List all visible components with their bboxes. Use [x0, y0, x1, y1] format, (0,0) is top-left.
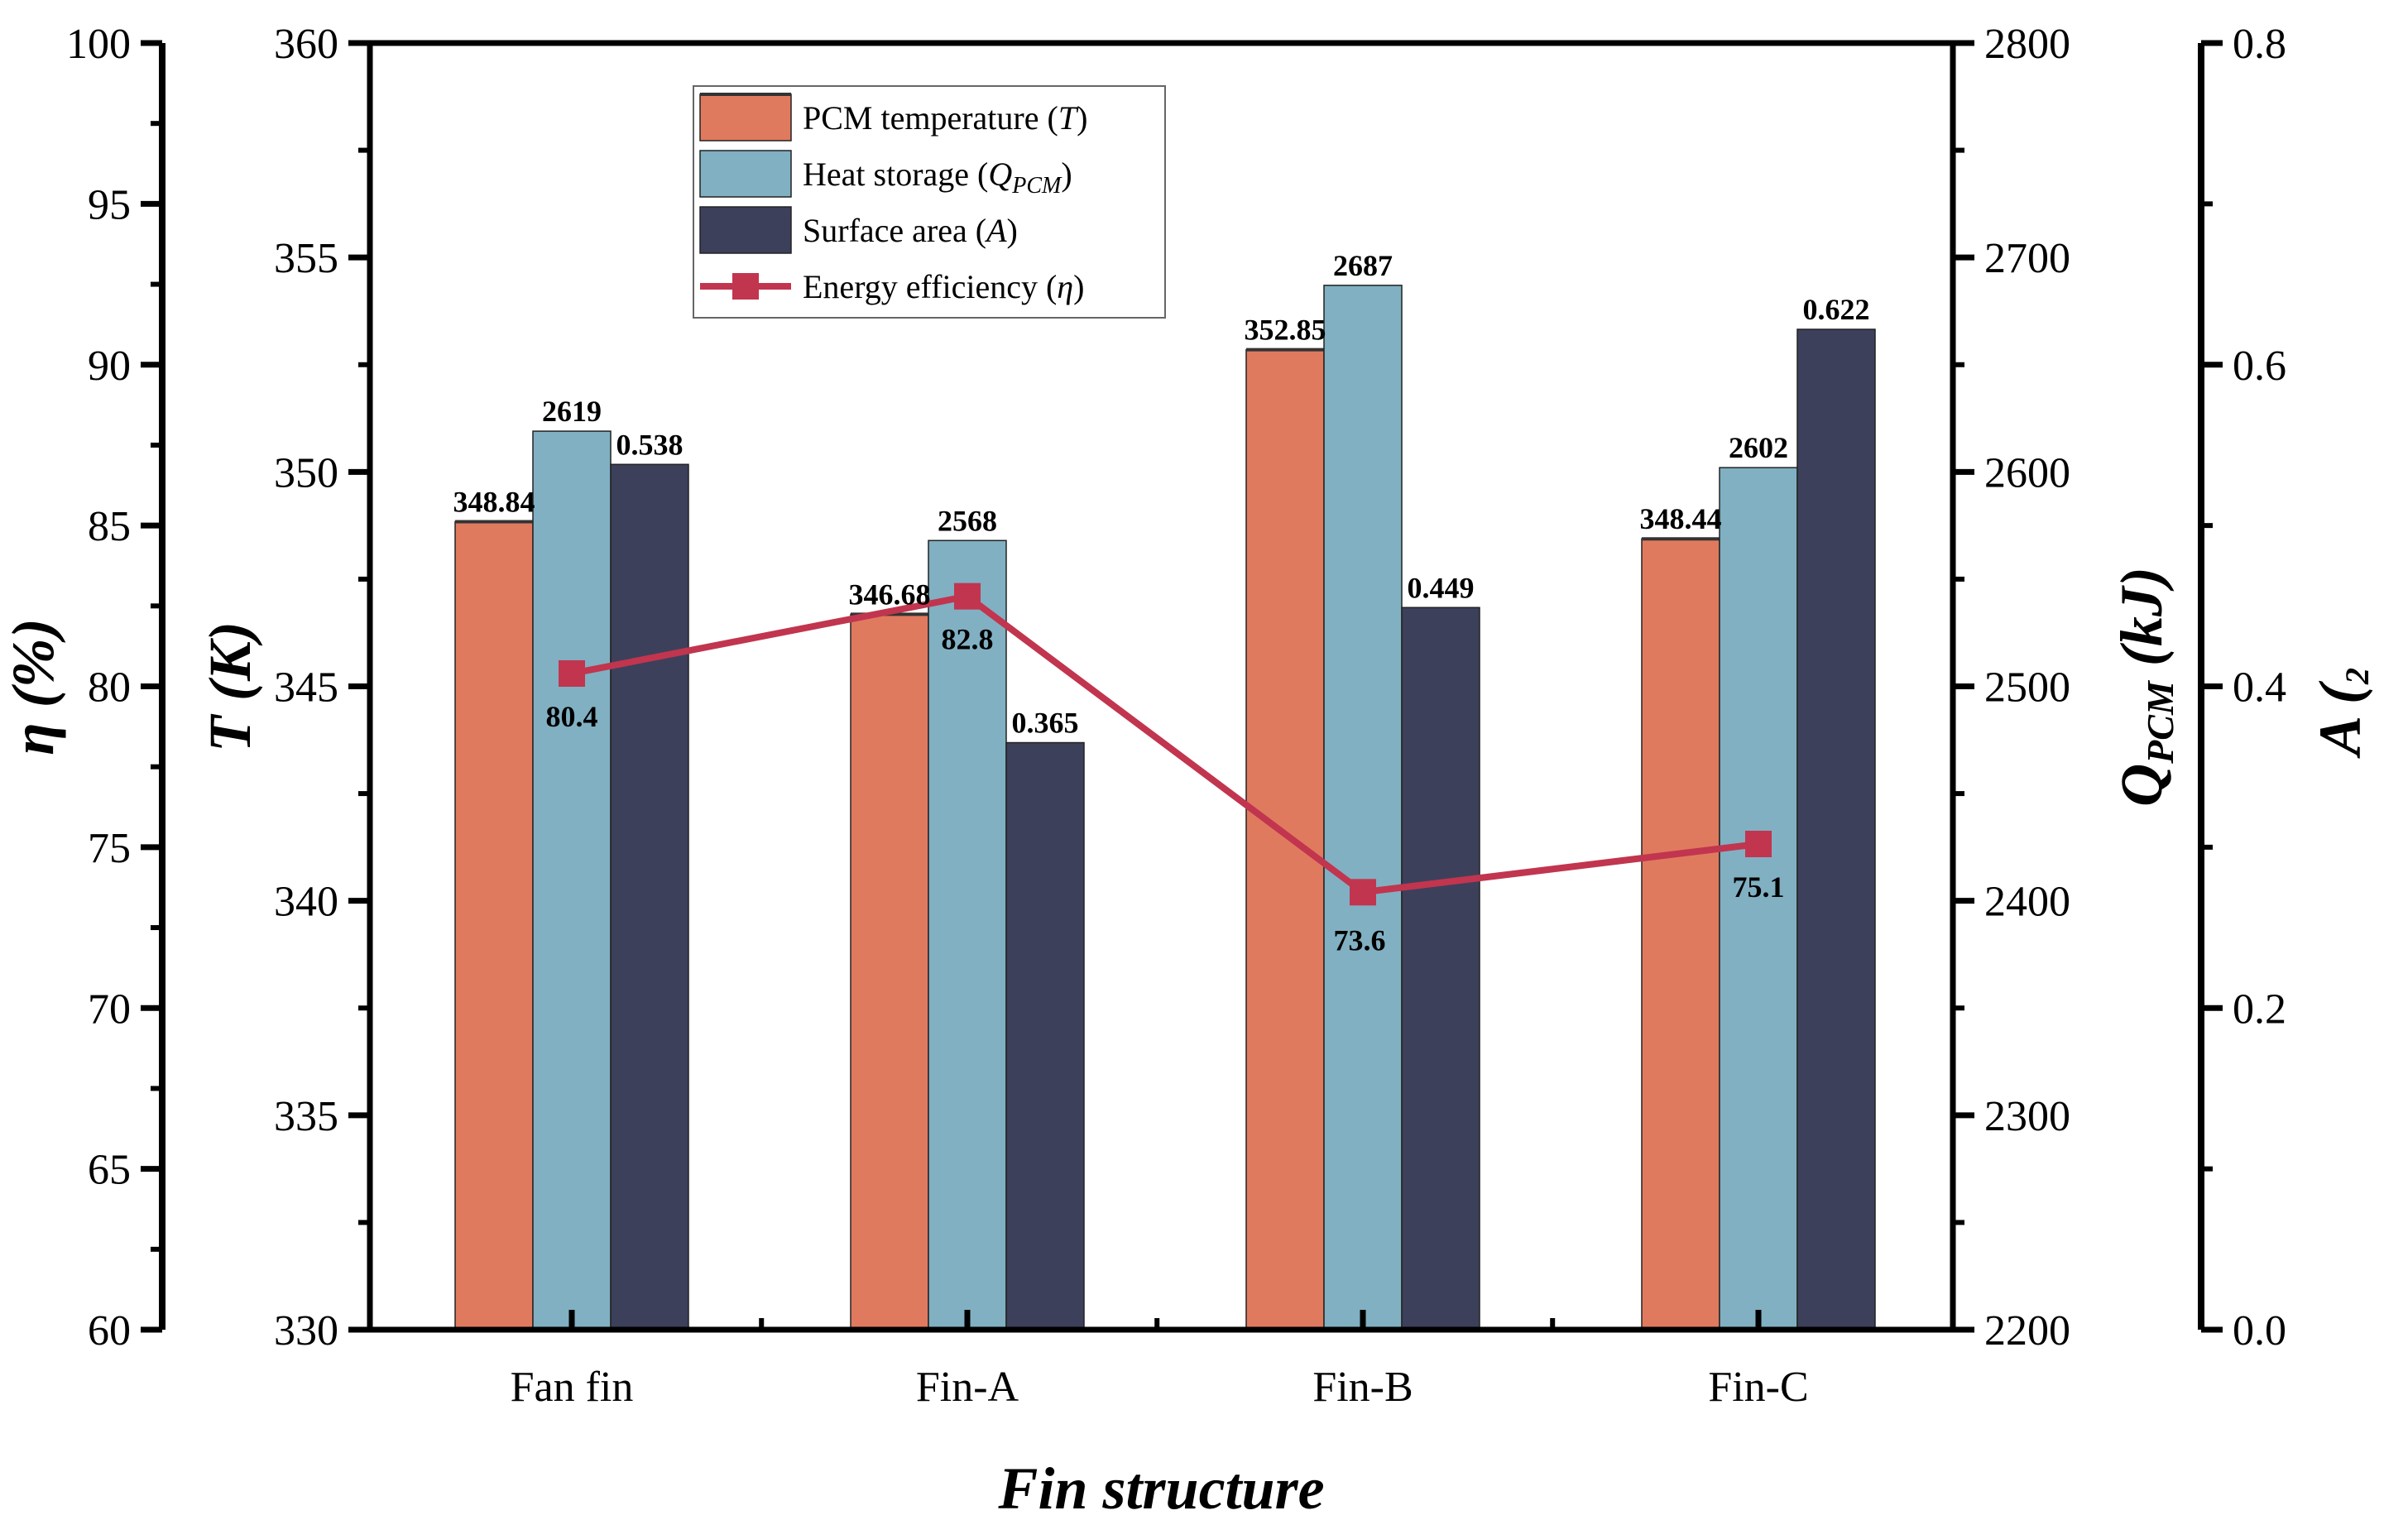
tick-label: 330 — [274, 1307, 338, 1355]
tick-label: 360 — [274, 21, 338, 68]
tick-label: 355 — [274, 235, 338, 282]
tick-label: 0.4 — [2233, 664, 2286, 712]
data-label-pcm-temperature-fin-b: 352.85 — [1245, 314, 1326, 347]
data-label-pcm-temperature-fin-c: 348.44 — [1640, 502, 1722, 535]
data-label-pcm-temperature-fan-fin: 348.84 — [453, 485, 535, 518]
bar-surface-area-fan-fin — [610, 463, 689, 1331]
bar-heat-storage-fin-b — [1323, 285, 1403, 1331]
tick-label: 2500 — [1984, 664, 2070, 712]
data-label-surface-area-fin-c: 0.622 — [1803, 293, 1870, 326]
bar-pcm-temperature-fin-b — [1245, 348, 1325, 1331]
heat-storage-axis-title: QPCM (kJ) — [2108, 567, 2181, 807]
tick-label: 0.8 — [2233, 21, 2286, 68]
bar-surface-area-fin-b — [1401, 607, 1480, 1331]
efficiency-label-fin-c: 75.1 — [1733, 870, 1785, 904]
tick-label: 2600 — [1984, 449, 2070, 496]
tick-label: 2200 — [1984, 1307, 2070, 1355]
tick-label: 2800 — [1984, 21, 2070, 68]
tick-label: 2300 — [1984, 1093, 2070, 1140]
efficiency-line — [571, 592, 1759, 896]
eta-axis: 60 65 70 75 80 85 90 95 100 — [66, 21, 165, 1355]
bar-pcm-temperature-fin-a — [850, 613, 929, 1331]
x-axis-title: Fin structure — [997, 1455, 1324, 1520]
bar-pcm-temperature-fan-fin — [454, 520, 534, 1331]
data-label-heat-storage-fan-fin: 2619 — [542, 395, 602, 428]
tick-label: 350 — [274, 449, 338, 496]
efficiency-marker-fin-b — [1350, 879, 1376, 906]
heat-storage-axis: 2200 2300 2400 2500 2600 2700 2800 — [1953, 21, 2070, 1355]
area-axis: 0.0 0.2 0.4 0.6 0.8 — [2198, 21, 2286, 1355]
efficiency-marker-fan-fin — [559, 659, 585, 687]
bar-surface-area-fin-c — [1796, 328, 1876, 1331]
bar-heat-storage-fan-fin — [532, 430, 612, 1331]
legend-swatch-surface-area — [699, 206, 792, 254]
tick-label: 85 — [88, 503, 131, 550]
legend-label-energy-efficiency: Energy efficiency (η) — [803, 268, 1084, 305]
data-label-heat-storage-fin-b: 2687 — [1333, 249, 1393, 282]
tick-label: 0.0 — [2233, 1307, 2286, 1355]
category-label-fan-fin: Fan fin — [511, 1364, 634, 1411]
temperature-axis-title: T (K) — [197, 621, 263, 752]
category-label-fin-a: Fin-A — [916, 1364, 1019, 1411]
tick-label: 0.6 — [2233, 343, 2286, 390]
eta-axis-title: η (%) — [0, 618, 66, 755]
data-label-heat-storage-fin-a: 2568 — [938, 504, 997, 537]
temperature-axis: 330 335 340 345 350 355 360 — [274, 21, 370, 1355]
efficiency-label-fan-fin: 80.4 — [546, 700, 598, 733]
tick-label: 335 — [274, 1093, 338, 1140]
data-label-surface-area-fan-fin: 0.538 — [616, 428, 684, 461]
legend-swatch-pcm-temperature — [699, 94, 792, 141]
efficiency-marker-fin-a — [954, 583, 981, 610]
category-label-fin-b: Fin-B — [1312, 1364, 1413, 1411]
tick-label: 90 — [88, 343, 131, 390]
tick-label: 2400 — [1984, 879, 2070, 926]
tick-label: 70 — [88, 985, 131, 1033]
area-axis-title: A (2 — [2307, 668, 2376, 759]
efficiency-label-fin-b: 73.6 — [1334, 923, 1386, 957]
tick-label: 95 — [88, 181, 131, 228]
tick-label: 2700 — [1984, 235, 2070, 282]
bar-heat-storage-fin-c — [1719, 467, 1798, 1331]
tick-label: 75 — [88, 825, 131, 872]
data-label-pcm-temperature-fin-a: 346.68 — [849, 578, 931, 611]
tick-label: 100 — [66, 21, 131, 68]
legend-swatch-heat-storage — [699, 150, 792, 198]
data-label-heat-storage-fin-c: 2602 — [1729, 431, 1788, 464]
tick-label: 80 — [88, 664, 131, 712]
data-label-surface-area-fin-b: 0.449 — [1408, 571, 1475, 604]
tick-label: 340 — [274, 879, 338, 926]
bar-pcm-temperature-fin-c — [1641, 538, 1720, 1331]
category-label-fin-c: Fin-C — [1708, 1364, 1808, 1411]
legend-label-heat-storage: Heat storage (QPCM) — [803, 156, 1072, 199]
bar-surface-area-fin-a — [1005, 741, 1085, 1331]
legend-label-pcm-temperature: PCM temperature (T) — [803, 99, 1087, 137]
tick-label: 65 — [88, 1147, 131, 1194]
bar-heat-storage-fin-a — [928, 539, 1007, 1331]
efficiency-label-fin-a: 82.8 — [942, 623, 994, 656]
legend-label-surface-area: Surface area (A) — [803, 212, 1018, 249]
tick-label: 60 — [88, 1307, 131, 1355]
tick-label: 0.2 — [2233, 985, 2286, 1033]
efficiency-marker-fin-c — [1745, 830, 1772, 857]
data-label-surface-area-fin-a: 0.365 — [1012, 707, 1079, 740]
legend-marker-energy-efficiency — [732, 273, 759, 300]
tick-label: 345 — [274, 664, 338, 712]
